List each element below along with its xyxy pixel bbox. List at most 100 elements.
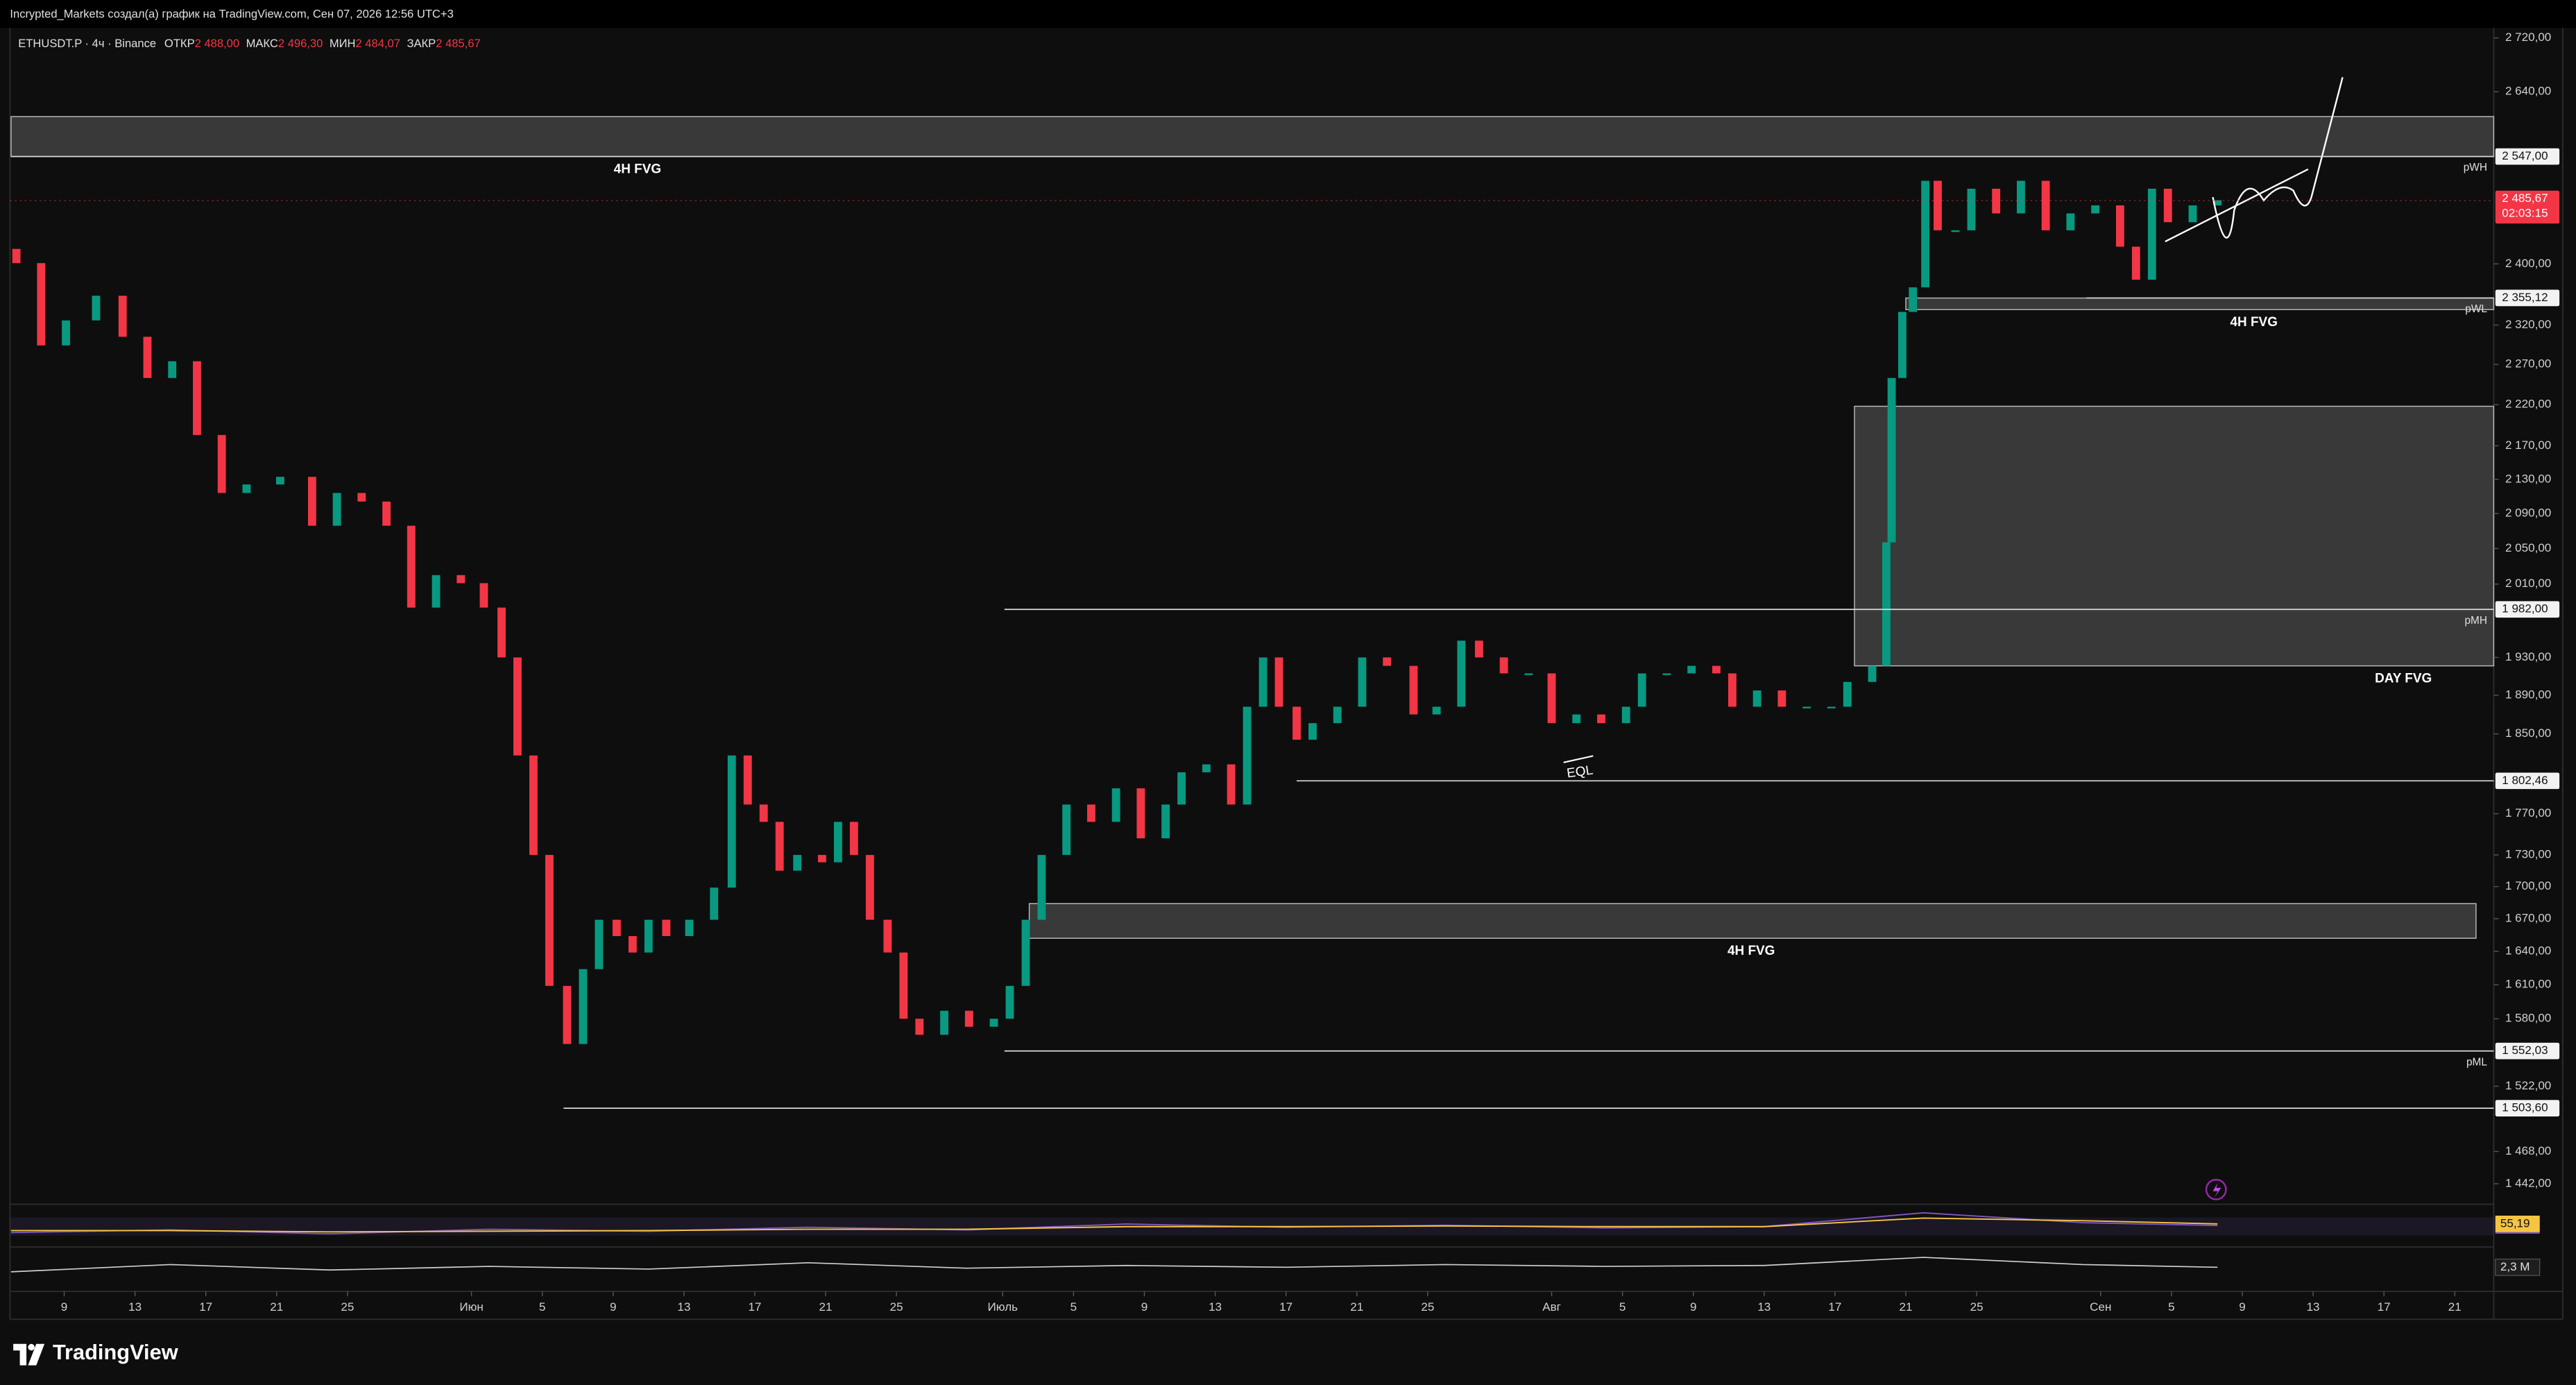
x-tick-label: 13 — [1209, 1300, 1222, 1314]
x-tick-label: 17 — [748, 1300, 761, 1314]
candle-body — [2163, 188, 2172, 223]
candle-body — [1897, 312, 1907, 378]
candle-body — [2066, 213, 2075, 230]
candle-body — [849, 822, 858, 856]
rsi-line — [10, 1212, 2218, 1235]
candle-body — [1712, 665, 1721, 674]
candle-body — [1868, 665, 1877, 682]
y-tick-label: 1 580,00 — [2505, 1012, 2551, 1025]
annotation: EQL — [1566, 763, 1594, 781]
symbol-legend: ETHUSDT.P · 4ч · Binance ОТКР2 488,00 МАКС… — [18, 37, 480, 50]
candle-body — [2091, 205, 2100, 214]
candle-body — [1909, 287, 1918, 312]
candle-body — [1243, 706, 1252, 805]
alert-icon-bolt — [2212, 1182, 2221, 1198]
candle-body — [1728, 673, 1737, 707]
x-tick-label: 5 — [539, 1300, 545, 1314]
x-tick-label: 25 — [1970, 1300, 1984, 1314]
alert-icon[interactable] — [2205, 1178, 2227, 1200]
y-tick-label: 2 720,00 — [2505, 31, 2551, 44]
candle-body — [1474, 640, 1483, 658]
candle-body — [1037, 855, 1046, 920]
candle-body — [563, 985, 572, 1044]
candle-body — [595, 919, 604, 969]
last-price-box — [2495, 190, 2560, 224]
logo — [13, 1343, 45, 1366]
volume-line — [10, 1257, 2218, 1273]
x-tick-label: 25 — [1421, 1300, 1434, 1314]
candle-body — [242, 484, 251, 493]
candle-body — [1409, 665, 1418, 715]
zone-label: 4H FVG — [1728, 944, 1775, 958]
candle-body — [1457, 640, 1466, 707]
header-bar — [0, 0, 2576, 28]
candle-body — [1293, 706, 1301, 740]
candle-body — [818, 855, 826, 863]
candle-body — [775, 822, 784, 871]
zone-label: DAY FVG — [2375, 672, 2432, 686]
candle-body — [168, 361, 177, 378]
candle-body — [1934, 180, 1942, 230]
candle-body — [1308, 723, 1317, 740]
candle-body — [2131, 246, 2140, 280]
candle-body — [644, 919, 653, 953]
candle-body — [1777, 690, 1786, 707]
candle-body — [915, 1019, 924, 1035]
y-tick-label: 2 640,00 — [2505, 85, 2551, 98]
x-tick-label: 13 — [1757, 1300, 1771, 1314]
candle-body — [727, 755, 736, 888]
level-price-label: 1 552,03 — [2502, 1044, 2548, 1057]
y-tick-label: 2 170,00 — [2505, 439, 2551, 452]
credit: Incrypted_Markets создал(а) график на Tr… — [10, 8, 453, 21]
projection-drawing — [2165, 76, 2344, 243]
candle-body — [743, 755, 752, 805]
y-tick-label: 2 220,00 — [2505, 398, 2551, 411]
candle-body — [92, 296, 101, 321]
y-tick-label: 1 610,00 — [2505, 978, 2551, 991]
zones: 4H FVG 4H FVG DAY FVG 4H FVG — [10, 116, 2495, 958]
level-price-label: 1 982,00 — [2502, 602, 2548, 615]
zone-label: 4H FVG — [614, 162, 661, 177]
x-tick-label: 9 — [610, 1300, 616, 1314]
candle-body — [1227, 764, 1236, 805]
rsi-value-label: 55,19 — [2500, 1216, 2530, 1230]
logo-mark — [28, 1343, 45, 1366]
candle-body — [1572, 714, 1581, 724]
candle-body — [497, 607, 506, 658]
level-price-box — [2495, 1042, 2560, 1060]
volume-value-label: 2,3 M — [2500, 1260, 2530, 1273]
candle-body — [1687, 665, 1696, 674]
candle-body — [1547, 673, 1556, 724]
candle-body — [628, 936, 637, 953]
x-tick-label: 13 — [128, 1300, 142, 1314]
level-tag: pML — [2466, 1056, 2487, 1068]
candle-body — [1177, 772, 1186, 805]
ohlc-value: 2 485,67 — [436, 37, 480, 50]
candle-body — [1843, 681, 1852, 707]
x-tick-label: 5 — [2168, 1300, 2174, 1314]
fvg-zone — [1854, 405, 2495, 667]
y-tick-label: 1 850,00 — [2505, 727, 2551, 740]
x-tick-label: Авг — [1542, 1300, 1561, 1314]
candle-body — [457, 575, 466, 584]
level-tag: pWH — [2464, 162, 2487, 173]
y-tick-label: 1 522,00 — [2505, 1079, 2551, 1092]
level-price-box — [2495, 1100, 2560, 1116]
candle-body — [2041, 180, 2050, 230]
candle-body — [1202, 764, 1211, 773]
candle-body — [1499, 657, 1508, 674]
y-tick-label: 2 090,00 — [2505, 507, 2551, 520]
x-tick-label: 13 — [677, 1300, 690, 1314]
y-tick-label: 2 010,00 — [2505, 577, 2551, 590]
fvg-zone — [1028, 903, 2477, 939]
candle-body — [357, 493, 366, 502]
ohlc-label: МИН — [330, 37, 356, 50]
y-tick-label: 2 320,00 — [2505, 318, 2551, 331]
candle-body — [1524, 673, 1533, 675]
y-tick-label: 1 442,00 — [2505, 1176, 2551, 1189]
x-tick-label: 9 — [1141, 1300, 1148, 1314]
y-tick-label: 1 930,00 — [2505, 650, 2551, 663]
candle-body — [1111, 788, 1120, 822]
logo-mark — [28, 1343, 35, 1351]
